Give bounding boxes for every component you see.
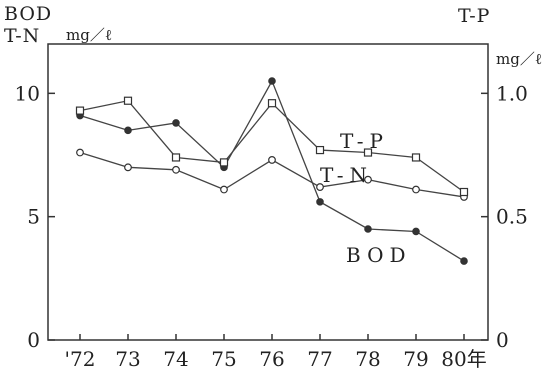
- right-tick-label: 0: [496, 328, 509, 352]
- data-point-bod: [268, 77, 276, 85]
- data-point-tn: [172, 165, 180, 174]
- data-point-bod: [124, 126, 132, 135]
- data-point-tp: [315, 145, 325, 155]
- left-axis-title-line1: BOD: [4, 3, 52, 25]
- data-point-tp: [363, 148, 373, 157]
- x-tick-label: '72: [65, 347, 96, 368]
- right-axis-ticks: 0 0.5 1.0: [481, 81, 528, 352]
- left-axis-ticks: 0 5 10: [15, 81, 55, 352]
- series-line-tp: [79, 100, 465, 193]
- data-point-tn: [124, 163, 132, 172]
- x-tick-label: 79: [403, 347, 428, 368]
- data-point-tp: [219, 158, 229, 167]
- x-tick-label: 75: [211, 347, 236, 368]
- series-line-bod: [79, 79, 465, 262]
- data-point-tp: [171, 153, 181, 162]
- x-tick-label: 78: [355, 347, 380, 368]
- series-label-tp: T-P: [340, 129, 389, 153]
- series-label-bod: BOD: [346, 243, 412, 267]
- right-tick-label: 1.0: [496, 81, 528, 105]
- left-tick-label: 10: [15, 81, 40, 105]
- x-tick-label: 77: [307, 347, 332, 368]
- data-point-tn: [316, 183, 324, 191]
- left-tick-label: 0: [27, 328, 40, 352]
- x-tick-label: 80年: [441, 347, 486, 368]
- data-point-bod: [172, 119, 180, 127]
- data-point-tp: [411, 153, 421, 162]
- data-point-tp: [123, 96, 133, 105]
- data-point-tn: [268, 156, 276, 164]
- left-axis-unit: mg／ℓ: [66, 26, 112, 44]
- x-axis-ticks: '72 73 74 75 76 77 78 79 80年: [65, 334, 487, 368]
- left-axis-title-line2: T-N: [4, 25, 40, 47]
- data-point-tp: [267, 99, 277, 108]
- plot-frame: [47, 43, 489, 341]
- data-point-bod: [460, 257, 468, 265]
- data-point-tn: [412, 185, 420, 194]
- data-point-bod: [316, 198, 324, 206]
- series-layer: [75, 77, 469, 265]
- data-point-tn: [364, 175, 372, 184]
- data-point-bod: [412, 227, 420, 236]
- right-axis-unit: mg／ℓ: [496, 50, 542, 68]
- right-axis-title: T-P: [458, 5, 490, 27]
- data-point-tp: [75, 106, 85, 115]
- x-tick-label: 74: [163, 347, 188, 368]
- right-tick-label: 0.5: [496, 205, 528, 229]
- data-point-tp: [459, 187, 469, 197]
- left-tick-label: 5: [27, 205, 40, 229]
- x-tick-label: 73: [115, 347, 140, 368]
- data-point-tn: [76, 148, 84, 157]
- x-tick-label: 76: [259, 347, 284, 368]
- data-point-bod: [364, 225, 372, 233]
- series-label-tn: T-N: [320, 163, 373, 187]
- data-point-tn: [220, 185, 228, 194]
